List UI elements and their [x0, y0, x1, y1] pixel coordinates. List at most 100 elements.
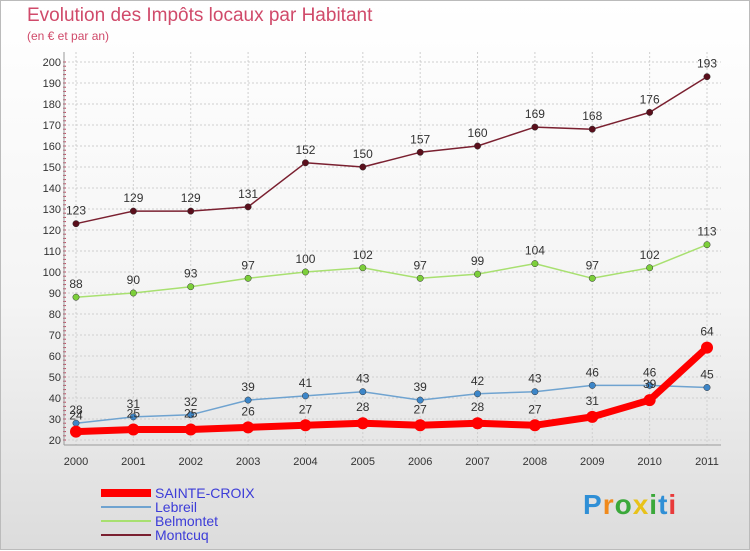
data-point-belmontet: [531, 260, 539, 268]
data-point-lebreil: [531, 388, 539, 396]
data-label-sainte-croix: 64: [700, 325, 714, 339]
data-label-lebreil: 32: [184, 395, 198, 409]
data-label-sainte-croix: 28: [356, 400, 370, 414]
legend-swatch: [101, 506, 151, 508]
legend-label: Belmontet: [155, 513, 219, 529]
x-tick-label: 2005: [351, 456, 375, 468]
data-label-montcuq: 152: [295, 143, 315, 157]
y-tick-label: 130: [43, 204, 61, 216]
data-point-montcuq: [187, 207, 195, 215]
x-tick-label: 2004: [293, 456, 317, 468]
data-label-montcuq: 123: [66, 204, 86, 218]
data-point-lebreil: [359, 388, 367, 396]
x-tick-label: 2003: [236, 456, 260, 468]
y-tick-label: 30: [49, 414, 61, 426]
data-point-lebreil: [703, 384, 711, 391]
data-label-sainte-croix: 25: [184, 407, 198, 421]
legend-label: SAINTE-CROIX: [155, 485, 255, 501]
series-line-belmontet: [75, 243, 708, 298]
data-point-lebreil: [588, 381, 596, 389]
data-label-lebreil: 39: [414, 380, 428, 394]
x-tick-label: 2011: [695, 456, 719, 468]
x-tick-label: 2006: [408, 456, 432, 468]
y-tick-label: 110: [43, 246, 61, 258]
data-point-belmontet: [302, 268, 309, 276]
data-point-belmontet: [703, 241, 711, 249]
data-point-belmontet: [244, 274, 252, 282]
data-label-montcuq: 193: [697, 57, 717, 71]
data-label-montcuq: 150: [353, 147, 373, 161]
data-point-belmontet: [474, 270, 481, 278]
data-label-sainte-croix: 24: [69, 409, 83, 423]
series-line-lebreil: [75, 384, 708, 424]
y-tick-label: 120: [43, 225, 61, 237]
chart-title: Evolution des Impôts locaux par Habitant: [27, 5, 373, 26]
data-point-montcuq: [359, 163, 367, 171]
logo-letter: i: [668, 489, 678, 520]
y-tick-label: 170: [43, 120, 61, 132]
y-tick-label: 180: [43, 99, 61, 111]
data-point-sainte-croix: [643, 394, 656, 407]
data-label-lebreil: 45: [700, 368, 714, 382]
data-label-sainte-croix: 26: [241, 404, 255, 418]
legend-swatch: [101, 520, 151, 522]
data-label-belmontet: 100: [295, 252, 315, 266]
data-point-belmontet: [416, 274, 424, 282]
y-tick-label: 40: [49, 393, 61, 405]
data-label-lebreil: 31: [127, 397, 141, 411]
x-tick-label: 2002: [178, 456, 202, 468]
data-label-sainte-croix: 31: [586, 394, 600, 408]
data-label-lebreil: 28: [69, 403, 83, 417]
data-point-montcuq: [302, 159, 309, 167]
legend-label: Montcuq: [155, 527, 209, 543]
data-point-lebreil: [646, 381, 654, 389]
data-point-sainte-croix: [414, 419, 427, 432]
y-tick-label: 90: [49, 288, 61, 300]
logo-letter: P: [583, 489, 603, 520]
data-label-belmontet: 97: [586, 258, 600, 272]
x-tick-label: 2000: [64, 456, 88, 468]
data-label-montcuq: 129: [181, 191, 201, 205]
data-label-lebreil: 46: [586, 365, 600, 379]
y-tick-label: 100: [43, 267, 61, 279]
data-label-lebreil: 43: [528, 372, 542, 386]
x-tick-label: 2009: [580, 456, 604, 468]
data-label-belmontet: 102: [353, 248, 373, 262]
data-label-sainte-croix: 39: [643, 377, 657, 391]
data-point-montcuq: [129, 207, 137, 215]
data-label-belmontet: 102: [640, 248, 660, 262]
data-point-sainte-croix: [701, 341, 713, 354]
y-tick-label: 200: [43, 57, 61, 69]
data-point-lebreil: [129, 413, 137, 421]
data-point-montcuq: [244, 203, 252, 211]
x-tick-label: 2001: [121, 456, 145, 468]
logo-letter: o: [614, 489, 633, 520]
data-point-belmontet: [359, 264, 367, 272]
data-label-lebreil: 46: [643, 365, 657, 379]
data-point-sainte-croix: [299, 419, 312, 432]
data-point-lebreil: [416, 396, 424, 404]
legend-label: Lebreil: [155, 499, 198, 515]
series-line-montcuq: [75, 75, 708, 225]
data-label-belmontet: 97: [241, 258, 255, 272]
data-label-lebreil: 39: [241, 380, 255, 394]
data-point-montcuq: [474, 142, 481, 150]
data-point-belmontet: [72, 293, 80, 301]
data-point-sainte-croix: [70, 425, 82, 438]
series-line-sainte-croix: [72, 344, 711, 436]
data-point-sainte-croix: [528, 419, 541, 432]
data-label-montcuq: 131: [238, 187, 258, 201]
data-point-montcuq: [646, 108, 654, 116]
data-point-montcuq: [588, 125, 596, 133]
data-label-sainte-croix: 27: [414, 402, 428, 416]
data-point-sainte-croix: [356, 417, 369, 430]
data-label-montcuq: 169: [525, 107, 545, 121]
data-point-sainte-croix: [127, 423, 140, 436]
data-label-belmontet: 90: [127, 273, 141, 287]
logo-letter: x: [632, 489, 650, 520]
data-point-sainte-croix: [471, 417, 484, 430]
logo-letter: t: [658, 489, 669, 520]
y-tick-label: 70: [49, 330, 61, 342]
data-point-montcuq: [531, 123, 539, 131]
x-tick-label: 2008: [523, 456, 547, 468]
